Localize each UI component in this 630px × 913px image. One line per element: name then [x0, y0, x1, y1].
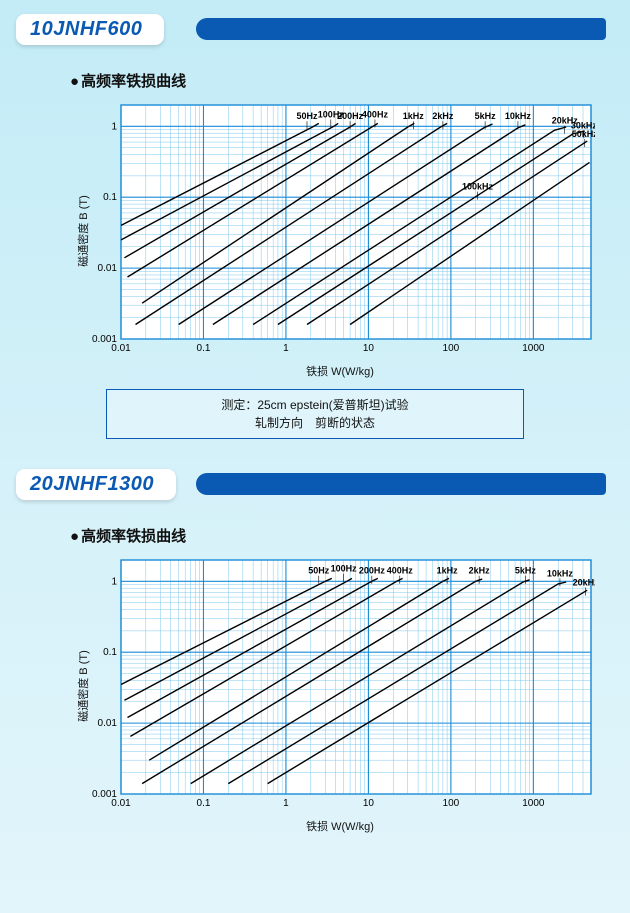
- svg-text:50Hz: 50Hz: [296, 111, 318, 121]
- svg-text:1000: 1000: [522, 798, 545, 809]
- svg-text:100Hz: 100Hz: [331, 564, 358, 574]
- chart-container-1: 磁通密度 B (T) 50Hz100Hz200Hz400Hz1kHz2kHz5k…: [85, 101, 595, 361]
- svg-text:0.1: 0.1: [103, 192, 117, 203]
- chart-title-row: ●高频率铁损曲线: [70, 525, 630, 546]
- spacer: [0, 439, 630, 455]
- svg-text:10kHz: 10kHz: [505, 111, 532, 121]
- svg-text:1000: 1000: [522, 343, 545, 354]
- section-10jnhf600: 10JNHF600 ●高频率铁损曲线 磁通密度 B (T) 50Hz100Hz2…: [0, 14, 630, 439]
- bullet-icon: ●: [70, 528, 79, 545]
- caption-line-2: 轧制方向 剪断的状态: [115, 414, 515, 432]
- section-header: 20JNHF1300: [16, 469, 606, 505]
- svg-text:1: 1: [283, 798, 289, 809]
- product-tab: 10JNHF600: [16, 14, 164, 45]
- svg-text:0.01: 0.01: [98, 718, 118, 729]
- svg-text:50Hz: 50Hz: [308, 566, 330, 576]
- page-root: 10JNHF600 ●高频率铁损曲线 磁通密度 B (T) 50Hz100Hz2…: [0, 14, 630, 913]
- svg-text:10kHz: 10kHz: [547, 568, 574, 578]
- header-pill: [196, 18, 606, 40]
- y-axis-label: 磁通密度 B (T): [75, 650, 91, 722]
- svg-text:5kHz: 5kHz: [515, 566, 537, 576]
- caption-line-1: 测定：25cm epstein(爱普斯坦)试验: [115, 396, 515, 414]
- section-20jnhf1300: 20JNHF1300 ●高频率铁损曲线 磁通密度 B (T) 50Hz100Hz…: [0, 469, 630, 834]
- header-pill: [196, 473, 606, 495]
- loglog-chart-1: 50Hz100Hz200Hz400Hz1kHz2kHz5kHz10kHz20kH…: [85, 101, 595, 361]
- svg-text:1: 1: [111, 121, 117, 132]
- svg-text:100: 100: [443, 798, 460, 809]
- svg-text:10: 10: [363, 343, 375, 354]
- chart-title-row: ●高频率铁损曲线: [70, 70, 630, 91]
- y-axis-label: 磁通密度 B (T): [75, 195, 91, 267]
- svg-text:400Hz: 400Hz: [387, 566, 414, 576]
- svg-text:100: 100: [443, 343, 460, 354]
- svg-text:0.1: 0.1: [197, 798, 211, 809]
- loglog-chart-2: 50Hz100Hz200Hz400Hz 1kHz 2kHz 5kHz 10kHz20kH…: [85, 556, 595, 816]
- section-header: 10JNHF600: [16, 14, 606, 50]
- svg-text:200Hz: 200Hz: [337, 111, 364, 121]
- svg-text:1kHz: 1kHz: [403, 111, 425, 121]
- svg-text:1: 1: [283, 343, 289, 354]
- chart-title: 高频率铁损曲线: [81, 73, 186, 90]
- svg-text:10: 10: [363, 798, 375, 809]
- svg-text:0.001: 0.001: [92, 334, 117, 345]
- product-code: 10JNHF600: [30, 18, 142, 40]
- product-tab: 20JNHF1300: [16, 469, 176, 500]
- svg-text:200Hz: 200Hz: [359, 566, 386, 576]
- bullet-icon: ●: [70, 73, 79, 90]
- chart-title: 高频率铁损曲线: [81, 528, 186, 545]
- svg-text:400Hz: 400Hz: [362, 109, 389, 119]
- svg-text:1: 1: [111, 576, 117, 587]
- product-code: 20JNHF1300: [30, 473, 154, 495]
- chart-container-2: 磁通密度 B (T) 50Hz100Hz200Hz400Hz1kHz2kHz5k…: [85, 556, 595, 816]
- svg-text:1kHz: 1kHz: [437, 566, 459, 576]
- x-axis-label: 铁损 W(W/kg): [85, 363, 595, 379]
- svg-text:20kHz: 20kHz: [573, 577, 595, 587]
- svg-text:2kHz: 2kHz: [432, 111, 454, 121]
- svg-text:50kHz: 50kHz: [572, 129, 595, 139]
- svg-text:0.001: 0.001: [92, 789, 117, 800]
- svg-text:0.1: 0.1: [197, 343, 211, 354]
- caption-box: 测定：25cm epstein(爱普斯坦)试验 轧制方向 剪断的状态: [106, 389, 524, 439]
- svg-text:2kHz: 2kHz: [469, 566, 491, 576]
- svg-text:5kHz: 5kHz: [475, 111, 497, 121]
- svg-text:0.1: 0.1: [103, 647, 117, 658]
- x-axis-label: 铁损 W(W/kg): [85, 818, 595, 834]
- svg-text:100kHz: 100kHz: [462, 182, 494, 192]
- svg-text:0.01: 0.01: [98, 263, 118, 274]
